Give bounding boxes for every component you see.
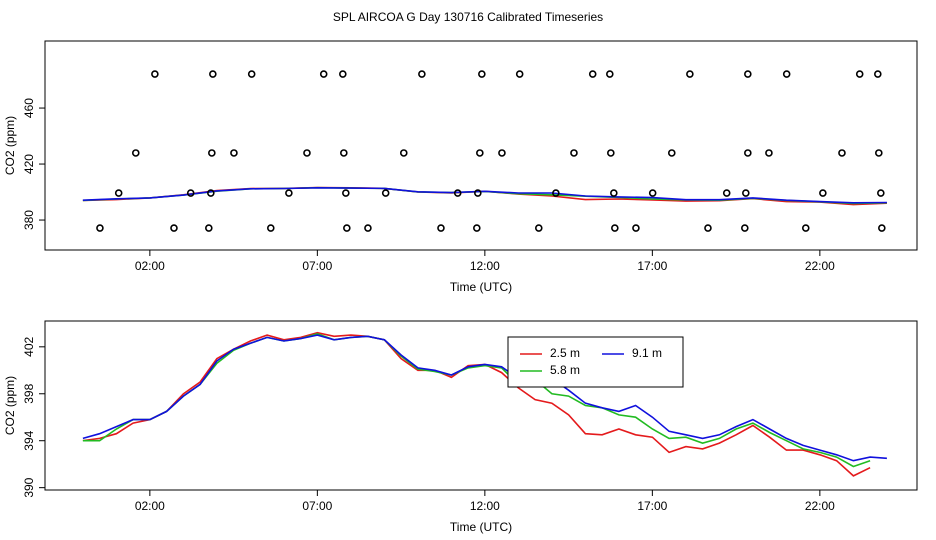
data-point xyxy=(453,189,462,197)
data-point xyxy=(782,70,791,78)
data-point xyxy=(874,70,882,78)
data-point xyxy=(131,149,140,157)
data-point xyxy=(381,189,390,197)
data-point xyxy=(114,189,123,197)
data-point xyxy=(303,149,311,157)
data-point xyxy=(186,189,195,197)
data-point xyxy=(399,149,408,157)
y-tick-label: 394 xyxy=(22,430,36,450)
chart-title: SPL AIRCOA G Day 130716 Calibrated Times… xyxy=(333,10,603,24)
data-point xyxy=(339,70,347,78)
data-point xyxy=(722,189,731,197)
data-point xyxy=(205,224,213,232)
legend-box xyxy=(507,336,684,388)
data-point xyxy=(343,224,351,232)
data-point xyxy=(607,149,615,157)
x-tick-label: 07:00 xyxy=(302,499,332,513)
data-point xyxy=(704,224,712,232)
data-point xyxy=(878,224,886,232)
data-point xyxy=(855,70,864,78)
x-axis-label: Time (UTC) xyxy=(450,520,512,534)
y-axis-label: CO2 (ppm) xyxy=(3,376,17,435)
x-tick-label: 12:00 xyxy=(470,499,500,513)
legend: 2.5 m 5.8 m 9.1 m xyxy=(507,336,684,388)
legend-label: 2.5 m xyxy=(550,346,580,360)
x-tick-label: 22:00 xyxy=(805,499,835,513)
data-point xyxy=(418,70,426,78)
data-point xyxy=(819,189,827,197)
data-point xyxy=(498,149,506,157)
y-axis-label: CO2 (ppm) xyxy=(3,116,17,175)
data-line xyxy=(82,186,887,204)
x-tick-label: 22:00 xyxy=(805,259,835,273)
data-point xyxy=(285,189,293,197)
data-point xyxy=(875,149,883,157)
data-point xyxy=(247,70,256,78)
data-point xyxy=(209,70,217,78)
y-tick-label: 398 xyxy=(22,383,36,403)
data-point xyxy=(207,189,215,197)
y-tick-label: 380 xyxy=(22,210,36,230)
data-point xyxy=(877,189,885,197)
data-point xyxy=(342,189,350,197)
data-point xyxy=(606,70,614,78)
data-line xyxy=(82,333,871,468)
data-point xyxy=(478,70,486,78)
x-tick-label: 17:00 xyxy=(637,259,667,273)
data-point xyxy=(474,189,482,197)
data-point xyxy=(588,70,597,78)
x-tick-label: 07:00 xyxy=(302,259,332,273)
data-point xyxy=(742,189,750,197)
data-point xyxy=(570,149,578,157)
data-point xyxy=(632,224,640,232)
data-point xyxy=(765,149,773,157)
x-tick-label: 02:00 xyxy=(135,259,165,273)
data-line xyxy=(82,334,887,462)
data-point xyxy=(667,149,676,157)
data-point xyxy=(534,224,543,232)
data-point xyxy=(208,149,216,157)
data-point xyxy=(319,70,328,78)
data-point xyxy=(801,224,810,232)
x-tick-label: 12:00 xyxy=(470,259,500,273)
data-point xyxy=(266,224,275,232)
data-point xyxy=(230,149,238,157)
data-point xyxy=(610,189,618,197)
data-point xyxy=(648,189,657,197)
legend-label: 9.1 m xyxy=(632,346,662,360)
data-point xyxy=(437,224,445,232)
data-point xyxy=(96,224,104,232)
legend-label: 5.8 m xyxy=(550,363,580,377)
y-tick-label: 420 xyxy=(22,154,36,174)
data-point xyxy=(515,70,524,78)
data-point xyxy=(611,224,619,232)
data-point xyxy=(552,189,560,197)
data-point xyxy=(170,224,178,232)
data-point xyxy=(838,149,846,157)
data-point xyxy=(340,149,348,157)
data-point xyxy=(686,70,694,78)
data-point xyxy=(741,224,749,232)
x-axis-label: Time (UTC) xyxy=(450,280,512,294)
data-point xyxy=(364,224,372,232)
data-point xyxy=(473,224,481,232)
x-tick-label: 17:00 xyxy=(637,499,667,513)
data-point xyxy=(744,70,752,78)
y-tick-label: 402 xyxy=(22,336,36,356)
data-point xyxy=(476,149,484,157)
plot-frame xyxy=(44,40,918,251)
data-point xyxy=(151,70,159,78)
y-tick-label: 460 xyxy=(22,98,36,118)
plot-frame xyxy=(44,320,918,491)
x-tick-label: 02:00 xyxy=(135,499,165,513)
data-point xyxy=(744,149,752,157)
y-tick-label: 390 xyxy=(22,477,36,497)
